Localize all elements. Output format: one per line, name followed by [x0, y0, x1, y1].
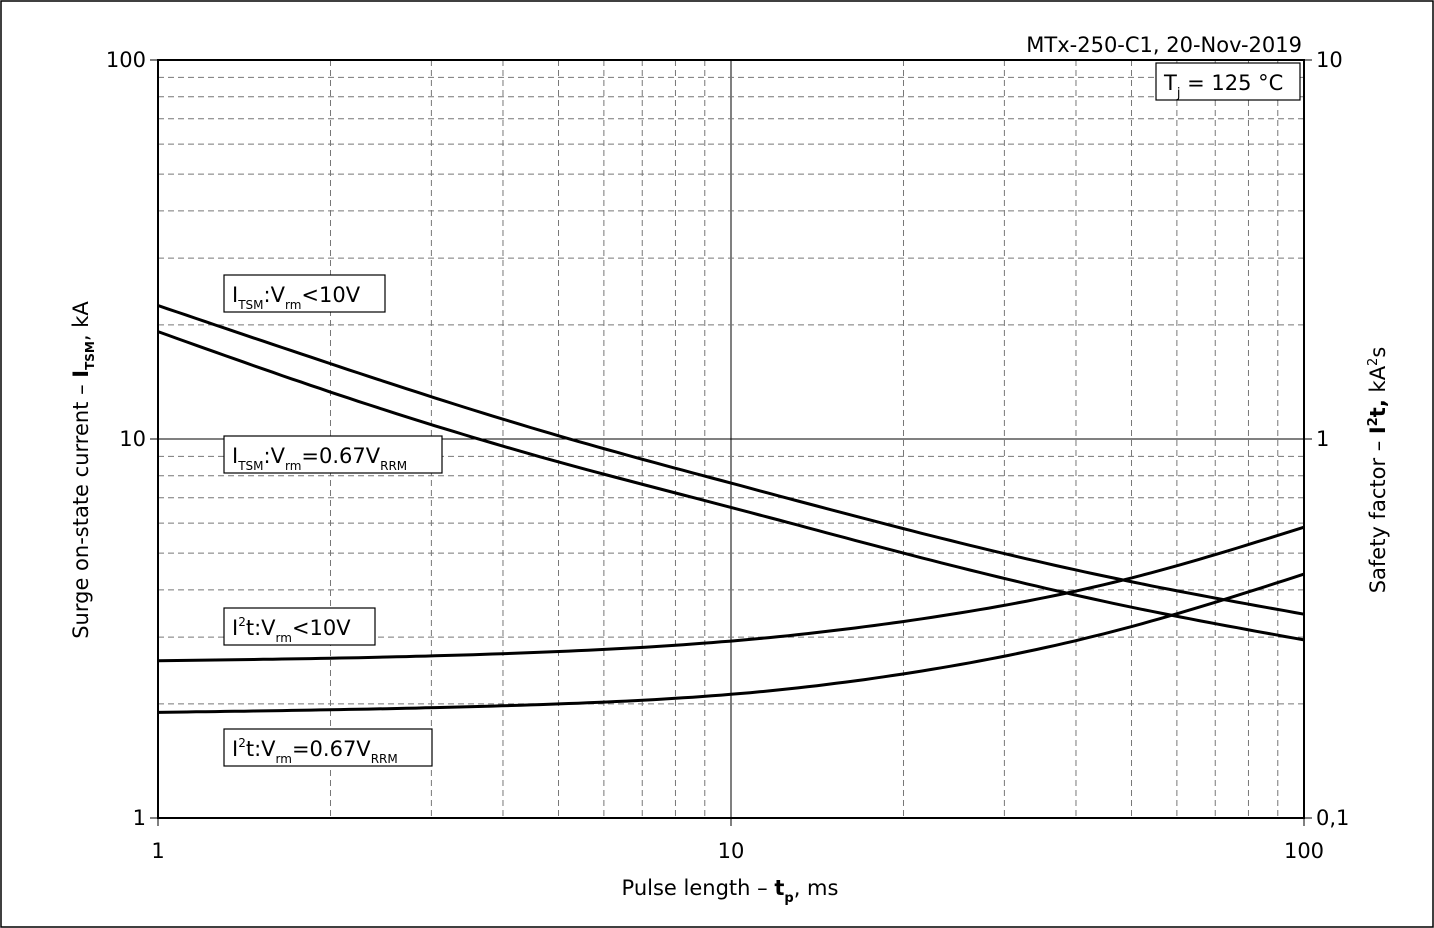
x-tick-label: 100 [1284, 839, 1324, 863]
temperature-box: Tj = 125 °C [1155, 62, 1301, 101]
series-label-i2t-10v-p2: t:V [246, 616, 276, 640]
series-label-i2t-067-text: I2t:Vrm=0.67VRRM [232, 736, 398, 766]
y-left-unit: , kA [69, 301, 93, 342]
series-label-itsm-10v: ITSM:Vrm<10V [223, 274, 386, 313]
y-right-axis-title: Safety factor – I2t, kA2s [1366, 347, 1390, 594]
tick-labels: 1 10 100 1 10 100 0,1 1 10 [106, 48, 1350, 863]
x-axis-title: Pulse length – tp, ms [622, 876, 839, 906]
series-label-i2t-067-frame [223, 728, 433, 767]
series-label-i2t-10v-p3: rm [276, 631, 292, 645]
grid [158, 60, 1304, 818]
series-label-i2t-10v-text: I2t:Vrm<10V [232, 615, 351, 645]
series-label-i2t-10v-p1: 2 [238, 615, 246, 629]
series-label-itsm-067-p3: rm [285, 459, 301, 473]
y-left-tick-label: 10 [119, 427, 146, 451]
y-left-sub: TSM [83, 341, 97, 370]
x-tick-label: 10 [718, 839, 745, 863]
series-label-i2t-10v: I2t:Vrm<10V [223, 607, 376, 646]
x-axis-title-text: Pulse length – [622, 876, 768, 900]
series-label-itsm-10v-p1: TSM [237, 298, 263, 312]
series-label-itsm-067-p4: =0.67V [301, 444, 380, 468]
series-line-2 [157, 330, 1305, 642]
series-label-itsm-067-p5: RRM [380, 459, 407, 473]
temperature-value: = 125 °C [1180, 71, 1283, 95]
y-right-unit-sup: 2 [1366, 358, 1381, 366]
series-label-i2t-067-p0: I [232, 737, 238, 761]
series-label-itsm-067-text: ITSM:Vrm=0.67VRRM [232, 444, 407, 473]
series-line-3 [157, 525, 1305, 663]
y-left-symbol: I [69, 370, 93, 378]
y-right-unit: kA [1366, 365, 1390, 392]
y-right-tick-label: 0,1 [1316, 806, 1349, 830]
temperature-box-frame [1155, 62, 1301, 101]
series-label-i2t-067: I2t:Vrm=0.67VRRM [223, 728, 433, 767]
series-label-itsm-10v-frame [223, 274, 386, 313]
x-axis-sub: p [784, 891, 793, 906]
series-label-itsm-10v-p0: I [232, 283, 238, 307]
y-right-symbol: I [1366, 426, 1390, 434]
y-left-axis-title: Surge on-state current – ITSM, kA [69, 301, 97, 639]
series-line-1 [157, 304, 1305, 616]
series-label-itsm-067-p0: I [232, 444, 238, 468]
curves [157, 304, 1305, 714]
series-label-i2t-067-p4: =0.67V [292, 737, 371, 761]
series-label-itsm-10v-text: ITSM:Vrm<10V [232, 283, 361, 312]
series-label-itsm-10v-p3: rm [285, 298, 301, 312]
temperature-label: Tj = 125 °C [1163, 71, 1283, 101]
x-axis-unit: , ms [794, 876, 839, 900]
series-label-i2t-067-p5: RRM [371, 752, 398, 766]
series-label-itsm-067-frame [223, 435, 443, 474]
y-right-sup: 2 [1366, 417, 1381, 426]
series-label-i2t-10v-p0: I [232, 616, 238, 640]
y-right-tick-label: 10 [1316, 48, 1343, 72]
series-label-i2t-067-p2: t:V [246, 737, 276, 761]
series-label-itsm-067-p1: TSM [237, 459, 263, 473]
series-label-itsm-067: ITSM:Vrm=0.67VRRM [223, 435, 443, 474]
series-label-i2t-10v-frame [223, 607, 376, 646]
y-left-title-text: Surge on-state current – [69, 384, 93, 638]
y-right-symbol-2: t, [1366, 399, 1390, 417]
y-left-tick-label: 1 [133, 806, 146, 830]
series-label-i2t-10v-p4: <10V [292, 616, 351, 640]
y-left-tick-label: 100 [106, 48, 146, 72]
series-line-4 [157, 572, 1305, 714]
temperature-symbol: T [1163, 71, 1177, 95]
y-right-title-text: Safety factor – [1366, 441, 1390, 594]
chart-header: MTx-250-C1, 20-Nov-2019 [1026, 33, 1302, 57]
series-label-i2t-067-p3: rm [276, 752, 292, 766]
series-label-itsm-10v-p4: <10V [301, 283, 360, 307]
series-label-itsm-10v-p2: :V [264, 283, 286, 307]
y-right-tick-label: 1 [1316, 427, 1329, 451]
x-axis-symbol: t [774, 876, 784, 900]
temperature-sub: j [1176, 86, 1181, 101]
y-right-unit-tail: s [1366, 347, 1390, 358]
x-tick-label: 1 [151, 839, 164, 863]
series-label-i2t-067-p1: 2 [238, 736, 246, 750]
series-label-itsm-067-p2: :V [264, 444, 286, 468]
